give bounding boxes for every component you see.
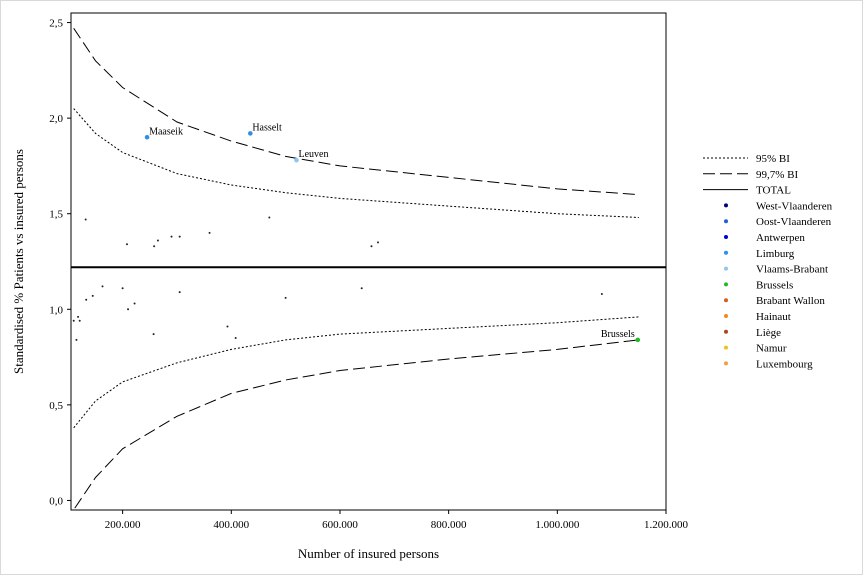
data-point — [75, 338, 78, 341]
legend-label: Namur — [756, 343, 787, 355]
highlighted-point — [635, 337, 641, 343]
y-tick-label: 2,0 — [49, 113, 63, 125]
data-point — [170, 235, 173, 238]
data-point — [600, 292, 603, 295]
legend-marker — [724, 219, 728, 224]
x-tick-label: 400.000 — [213, 519, 249, 531]
legend-marker — [724, 314, 728, 318]
data-point — [377, 241, 380, 244]
x-tick-label: 600.000 — [322, 519, 358, 531]
legend-marker — [724, 266, 728, 271]
legend-label: Luxembourg — [756, 358, 813, 370]
legend-label: West-Vlaanderen — [756, 200, 833, 212]
legend-marker — [724, 235, 728, 239]
data-point — [78, 319, 81, 322]
legend-marker — [724, 329, 728, 334]
data-points — [72, 131, 641, 343]
highlighted-point — [144, 134, 150, 140]
legend-marker — [724, 298, 728, 303]
legend-label: Antwerpen — [756, 232, 805, 244]
legend-label: Brussels — [756, 279, 793, 291]
y-tick-label: 0,5 — [49, 400, 63, 412]
data-point — [284, 296, 287, 299]
point-label: Hasselt — [252, 122, 282, 133]
y-tick-label: 0,0 — [49, 495, 63, 507]
data-point — [156, 239, 159, 242]
data-point — [178, 235, 181, 238]
point-label: Brussels — [601, 329, 635, 340]
legend-label: 99,7% BI — [756, 169, 799, 181]
legend-marker — [724, 203, 728, 208]
highlighted-point — [294, 157, 299, 163]
legend-label: Oost-Vlaanderen — [756, 216, 832, 228]
ci95-lower-limit-curve — [73, 316, 639, 429]
data-point — [360, 287, 363, 290]
x-tick-label: 1.000.000 — [535, 519, 580, 531]
x-tick-label: 200.000 — [105, 519, 141, 531]
ci95-upper-limit-curve — [73, 108, 639, 218]
data-point — [85, 298, 88, 301]
data-point — [268, 216, 271, 219]
data-point — [133, 302, 136, 305]
x-tick-label: 1.200.000 — [644, 519, 689, 531]
data-point — [84, 218, 87, 221]
legend-label: TOTAL — [756, 185, 791, 197]
data-point — [370, 245, 373, 248]
point-label: Maaseik — [149, 126, 183, 137]
data-point — [234, 336, 237, 339]
data-point — [125, 243, 128, 246]
legend-label: Brabant Wallon — [756, 295, 825, 307]
legend-label: Limburg — [756, 248, 795, 260]
point-labels: Maaseik Hasselt Leuven Brussels — [149, 122, 635, 339]
legend-label: Liège — [756, 327, 781, 339]
data-point — [226, 325, 229, 328]
legend-marker — [724, 282, 728, 287]
x-tick-label: 800.000 — [431, 519, 467, 531]
ci997-upper-limit-curve — [73, 28, 639, 196]
legend-label: Hainaut — [756, 311, 791, 323]
confidence-limit-curves — [73, 28, 639, 509]
data-point — [127, 308, 130, 311]
plot-area-border — [70, 12, 667, 511]
y-tick-label: 1,0 — [49, 304, 63, 316]
legend-label: 95% BI — [756, 153, 790, 165]
data-point — [152, 333, 155, 336]
data-point — [77, 315, 80, 318]
ci997-lower-limit-curve — [74, 339, 639, 509]
point-label: Leuven — [299, 149, 329, 160]
data-point — [101, 285, 104, 288]
y-axis-title: Standardised % Patients vs insured perso… — [11, 149, 26, 374]
legend-label: Vlaams-Brabant — [756, 264, 828, 276]
data-point — [208, 231, 211, 234]
y-axis: 0,0 0,5 1,0 1,5 2,0 2,5 — [49, 18, 71, 507]
legend-marker — [724, 250, 728, 255]
legend: 95% BI 99,7% BI TOTAL West-Vlaanderen Oost-V… — [703, 153, 833, 370]
x-axis-title: Number of insured persons — [298, 546, 439, 561]
legend-marker — [724, 345, 728, 350]
highlighted-point — [248, 131, 253, 136]
data-point — [121, 287, 124, 290]
data-point — [72, 319, 75, 322]
legend-marker — [724, 361, 728, 366]
data-point — [153, 245, 156, 248]
y-tick-label: 2,5 — [49, 18, 63, 30]
data-point — [91, 294, 94, 297]
data-point — [178, 291, 181, 294]
y-tick-label: 1,5 — [49, 209, 63, 221]
x-axis: 200.000 400.000 600.000 800.000 1.000.000 1.2… — [105, 510, 689, 531]
